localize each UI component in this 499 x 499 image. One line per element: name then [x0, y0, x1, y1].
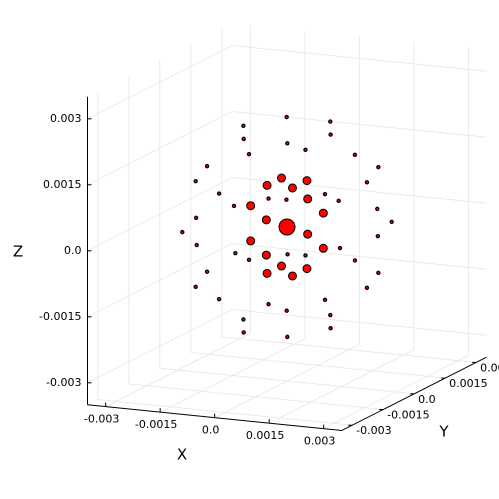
grid-line: [232, 177, 487, 204]
point: [261, 215, 271, 225]
point: [241, 330, 246, 335]
y-tick-label: 0.003: [480, 361, 499, 374]
point: [262, 180, 272, 190]
point: [284, 308, 289, 313]
point: [389, 219, 394, 225]
point: [328, 312, 333, 318]
point: [277, 173, 287, 183]
point: [303, 229, 313, 239]
grid-line: [87, 111, 233, 186]
point: [233, 250, 238, 256]
point: [216, 191, 222, 196]
point: [328, 326, 333, 331]
point: [318, 243, 328, 253]
point: [284, 197, 289, 202]
point: [376, 165, 381, 170]
grid-line: [232, 45, 487, 72]
point: [193, 178, 198, 184]
point: [302, 264, 312, 274]
point: [231, 203, 237, 209]
y-tick-label: -0.003: [356, 424, 391, 437]
x-tick-label: 0.003: [304, 435, 336, 448]
point: [266, 301, 271, 307]
grid-line: [232, 243, 487, 270]
x-tick-label: 0.0015: [246, 429, 285, 442]
grid-line: [190, 352, 446, 379]
grid-line: [128, 383, 384, 410]
point: [246, 257, 252, 262]
point: [262, 268, 272, 278]
point: [285, 141, 290, 146]
point: [246, 236, 256, 246]
grid-line: [87, 177, 233, 252]
x-tick-label: -0.003: [84, 413, 119, 426]
y-tick-label: 0.0015: [449, 377, 488, 390]
point: [352, 152, 358, 158]
point: [266, 196, 271, 201]
point: [336, 198, 341, 204]
z-tick-label: 0.0015: [43, 178, 82, 191]
x-tick-label: -0.0015: [135, 418, 177, 431]
y-tick-label: 0.0: [418, 393, 436, 406]
point: [352, 258, 358, 263]
grid-line: [159, 367, 415, 395]
point: [318, 208, 328, 218]
y-axis-label: Y: [438, 423, 449, 441]
point: [364, 180, 370, 185]
point: [194, 242, 199, 248]
point: [303, 194, 313, 204]
point: [287, 183, 297, 193]
point: [261, 250, 271, 260]
z-tick-label: -0.003: [46, 376, 81, 389]
z-axis-label: Z: [13, 243, 23, 261]
grid-line: [87, 309, 233, 384]
point: [285, 334, 290, 340]
point: [241, 123, 246, 128]
point: [246, 201, 256, 211]
grid-line: [232, 111, 487, 138]
point: [337, 245, 343, 251]
grid-line: [87, 45, 233, 120]
z-tick-label: 0.0: [64, 244, 82, 257]
point: [241, 317, 246, 322]
point: [322, 297, 328, 303]
point: [328, 132, 333, 137]
point: [204, 269, 210, 274]
point: [241, 136, 246, 142]
x-axis-label: X: [177, 446, 187, 464]
point: [375, 233, 381, 239]
point: [216, 296, 222, 302]
point: [302, 176, 312, 186]
x-tick-label: 0.0: [202, 424, 220, 437]
z-tick-label: -0.0015: [39, 310, 81, 323]
z-tick-label: 0.003: [50, 112, 82, 125]
point: [287, 271, 297, 281]
point: [246, 151, 252, 157]
point: [278, 218, 296, 236]
point: [303, 147, 308, 153]
point: [364, 285, 370, 291]
grid-line: [97, 399, 353, 426]
point: [322, 192, 328, 197]
grid-line: [232, 309, 487, 336]
y-tick-label: -0.0015: [387, 409, 429, 422]
point: [376, 270, 381, 276]
point: [284, 114, 289, 120]
grid-line: [87, 243, 233, 318]
point: [193, 284, 198, 289]
point: [180, 229, 185, 235]
point: [328, 119, 333, 124]
point: [277, 261, 287, 271]
grid-line: [221, 336, 477, 363]
point: [204, 163, 210, 169]
point: [285, 252, 290, 257]
point: [193, 215, 199, 221]
point: [303, 253, 308, 258]
point: [375, 206, 380, 212]
